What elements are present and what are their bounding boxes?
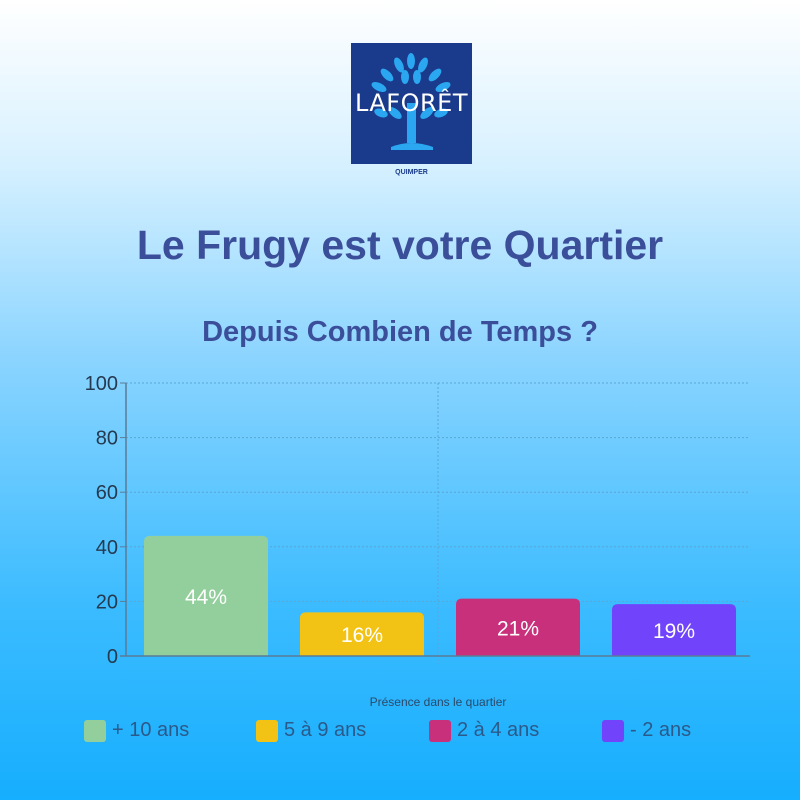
y-tick-label: 0 bbox=[107, 646, 118, 668]
chart-legend: + 10 ans 5 à 9 ans 2 à 4 ans - 2 ans bbox=[84, 719, 764, 747]
legend-swatch bbox=[429, 719, 451, 742]
y-tick-label: 80 bbox=[96, 428, 118, 450]
bar bbox=[300, 612, 424, 656]
legend-label: 2 à 4 ans bbox=[457, 719, 540, 741]
legend-label: 5 à 9 ans bbox=[284, 719, 367, 741]
bar-data-label: 16% bbox=[341, 624, 383, 647]
legend-item: 2 à 4 ans bbox=[429, 719, 539, 742]
legend-item: + 10 ans bbox=[84, 719, 189, 742]
bar bbox=[456, 598, 580, 656]
tree-icon bbox=[371, 53, 451, 150]
legend-item: - 2 ans bbox=[602, 719, 691, 742]
legend-label: - 2 ans bbox=[630, 719, 692, 741]
logo-brand: LAFORÊT bbox=[354, 89, 469, 117]
legend-swatch bbox=[84, 719, 106, 742]
bar-data-label: 21% bbox=[497, 617, 539, 640]
y-tick-label: 60 bbox=[96, 482, 118, 504]
logo-location: QUIMPER bbox=[395, 169, 428, 176]
y-tick-label: 20 bbox=[96, 591, 118, 613]
chart-title: Depuis Combien de Temps ? bbox=[202, 316, 598, 348]
y-tick-label: 100 bbox=[85, 373, 118, 395]
page-title: Le Frugy est votre Quartier bbox=[136, 222, 664, 268]
bar-data-label: 44% bbox=[185, 586, 227, 609]
bar-data-label: 19% bbox=[653, 620, 695, 643]
legend-item: 5 à 9 ans bbox=[256, 719, 366, 742]
y-tick-label: 40 bbox=[96, 537, 118, 559]
bar bbox=[144, 535, 268, 656]
legend-swatch bbox=[602, 719, 624, 742]
legend-label: + 10 ans bbox=[112, 719, 190, 741]
legend-swatch bbox=[256, 719, 278, 742]
bar bbox=[612, 604, 736, 656]
x-axis-label: Présence dans le quartier bbox=[370, 695, 507, 709]
laforet-logo: LAFORÊT bbox=[351, 43, 472, 164]
